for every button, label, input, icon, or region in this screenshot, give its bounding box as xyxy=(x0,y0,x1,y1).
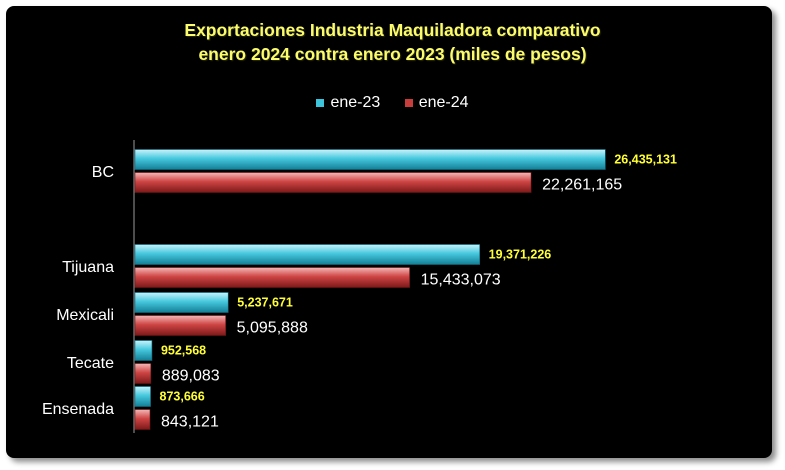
bar-ene-23-tecate xyxy=(134,340,153,361)
data-label-ene-24-tecate: 889,083 xyxy=(162,368,220,385)
data-label-ene-23-ensenada: 873,666 xyxy=(160,390,205,404)
category-label: Ensenada xyxy=(42,401,114,418)
data-label-ene-23-mexicali: 5,237,671 xyxy=(237,296,293,310)
bar-ene-23-bc xyxy=(134,149,606,170)
bar-ene-24-tecate xyxy=(134,363,152,384)
bar-ene-24-ensenada xyxy=(134,409,151,430)
category-label: Tecate xyxy=(67,355,114,372)
data-label-ene-23-tijuana: 19,371,226 xyxy=(489,248,552,262)
legend-label-ene-24: ene-24 xyxy=(418,94,469,111)
chart-title-line-1: Exportaciones Industria Maquiladora comp… xyxy=(184,20,601,40)
bar-ene-23-ensenada xyxy=(134,386,151,407)
data-label-ene-23-tecate: 952,568 xyxy=(161,344,206,358)
bar-ene-24-mexicali xyxy=(134,315,226,336)
legend-swatch-ene-24 xyxy=(404,99,413,107)
data-label-ene-24-mexicali: 5,095,888 xyxy=(237,320,308,337)
legend-label-ene-23: ene-23 xyxy=(330,94,381,111)
chart-title: Exportaciones Industria Maquiladora comp… xyxy=(0,18,785,66)
bar-ene-24-tijuana xyxy=(134,267,410,288)
legend-swatch-ene-23 xyxy=(316,99,325,107)
legend-item-ene-24: ene-24 xyxy=(404,94,469,112)
chart-legend: ene-23 ene-24 xyxy=(0,94,785,112)
chart-title-line-2: enero 2024 contra enero 2023 (miles de p… xyxy=(198,44,587,64)
data-label-ene-24-bc: 22,261,165 xyxy=(542,177,622,194)
legend-item-ene-23: ene-23 xyxy=(316,94,380,112)
bar-ene-23-mexicali xyxy=(134,292,229,313)
data-label-ene-24-ensenada: 843,121 xyxy=(161,414,219,431)
data-label-ene-24-tijuana: 15,433,073 xyxy=(421,272,501,289)
category-label: BC xyxy=(92,164,114,181)
category-label: Mexicali xyxy=(56,307,114,324)
bar-ene-24-bc xyxy=(134,172,532,193)
bar-ene-23-tijuana xyxy=(134,244,480,265)
data-label-ene-23-bc: 26,435,131 xyxy=(614,153,677,167)
category-label: Tijuana xyxy=(62,259,114,276)
